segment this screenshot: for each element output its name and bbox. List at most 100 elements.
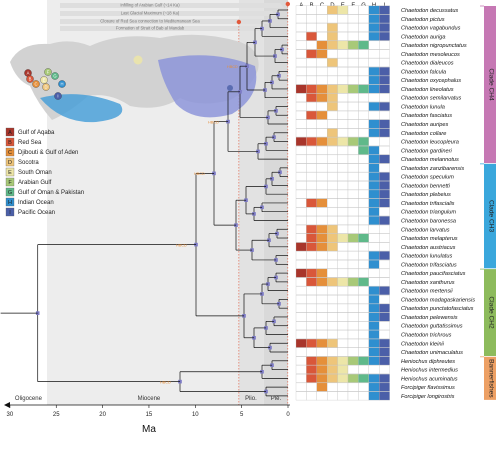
indian-ocean-region (40, 94, 123, 123)
matrix-cell (306, 330, 317, 339)
legend-code: E (8, 170, 12, 176)
legend-label: Indian Ocean (18, 200, 54, 206)
matrix-cell (327, 75, 338, 85)
matrix-cell (337, 286, 349, 295)
matrix-cell (337, 172, 349, 181)
matrix-cell (316, 312, 328, 322)
matrix-cell (295, 49, 307, 59)
species-label: Chaetodon dialeucos (401, 61, 454, 67)
species-label: Chaetodon kleinii (401, 341, 445, 347)
legend-code: G (8, 190, 12, 196)
matrix-cell (379, 5, 390, 15)
matrix-cell (316, 102, 328, 111)
clade-bar (484, 6, 496, 164)
matrix-cell (379, 198, 390, 208)
species-label: Chaetodon lunulatus (401, 254, 453, 260)
species-label: Chaetodon pelewensis (401, 315, 458, 321)
matrix-cell (337, 163, 349, 173)
matrix-cell (347, 251, 359, 260)
matrix-cell (337, 233, 349, 243)
matrix-cell (327, 154, 338, 164)
matrix-cell (337, 67, 349, 76)
species-label: Chaetodon plebeius (401, 192, 451, 198)
matrix-cell (295, 338, 307, 348)
region-patch (227, 85, 233, 91)
map-marker (26, 75, 34, 83)
time-axis: 30 25 20 15 10 5 0 Ma Oligocene Miocene Plio. Ple. (4, 396, 290, 435)
matrix-cell (368, 295, 380, 304)
matrix-cell (295, 365, 307, 374)
species-label: Chaetodon mesoleucos (401, 52, 460, 58)
matrix-cell (295, 84, 307, 94)
matrix-cell (337, 268, 349, 278)
matrix-cell (358, 189, 369, 199)
matrix-cell (327, 365, 338, 374)
matrix-cell (327, 110, 338, 120)
matrix-cell (316, 277, 328, 287)
matrix-cell (316, 145, 328, 155)
matrix-cell (337, 31, 349, 41)
species-label: Chaetodon guttatissimus (401, 324, 463, 330)
species-label: Heniochus acuminatus (401, 376, 458, 382)
matrix-cell (327, 224, 338, 234)
matrix-cell (379, 40, 390, 50)
matrix-cell (306, 84, 317, 94)
legend-label: Pacific Ocean (18, 210, 55, 216)
axis-tick-label: 15 (146, 412, 153, 418)
matrix-cell (358, 330, 369, 339)
matrix-cell (358, 110, 369, 120)
matrix-cell (337, 181, 349, 190)
matrix-cell (379, 286, 390, 295)
species-label: Chaetodon nigropunctatus (401, 43, 467, 49)
matrix-cell (368, 189, 380, 199)
matrix-cell (379, 268, 390, 278)
matrix-cell (295, 75, 307, 85)
matrix-cell (327, 93, 338, 103)
species-label: Chaetodon semilarvatus (401, 96, 462, 102)
matrix-cell (379, 31, 390, 41)
matrix-cell (379, 330, 390, 339)
matrix-cell (337, 5, 349, 15)
matrix-cell (337, 198, 349, 208)
matrix-cell (295, 181, 307, 190)
species-label: Chaetodon xanthurus (401, 280, 455, 286)
area-legend: A Gulf of Aqaba B Red Sea C Djibouti & Gulf o… (5, 127, 84, 216)
event-label: Closure of Red Sea connection to Mediter… (100, 19, 200, 24)
species-label: Chaetodon austriacus (401, 245, 456, 251)
matrix-cell (379, 303, 390, 313)
matrix-cell (327, 303, 338, 313)
matrix-cell (327, 181, 338, 190)
legend-swatch (5, 187, 15, 197)
matrix-cell (347, 277, 359, 287)
matrix-cell (379, 172, 390, 181)
matrix-cell (295, 189, 307, 199)
matrix-cell (358, 198, 369, 208)
matrix-cell (295, 216, 307, 225)
species-label: Chaetodon unimaculatus (401, 350, 463, 356)
matrix-cell (379, 189, 390, 199)
matrix-cell (327, 356, 338, 366)
matrix-cell (368, 110, 380, 120)
matrix-cell (368, 268, 380, 278)
legend-swatch (5, 177, 15, 187)
species-label: Chaetodon madagaskariensis (401, 297, 475, 303)
matrix-cell (306, 198, 317, 208)
matrix-cell (347, 321, 359, 331)
species-label: Chaetodon lunula (401, 104, 445, 110)
matrix-cell (316, 31, 328, 41)
axis-tick-label: 5 (240, 412, 244, 418)
matrix-cell (368, 321, 380, 331)
matrix-cell (347, 5, 359, 15)
matrix-cell (327, 251, 338, 260)
matrix-cell (295, 286, 307, 295)
matrix-cell (337, 102, 349, 111)
epoch-label: Oligocene (15, 396, 43, 402)
matrix-cell (306, 216, 317, 225)
matrix-cell (337, 40, 349, 50)
matrix-cell (327, 259, 338, 269)
matrix-cell (337, 189, 349, 199)
axis-tick-label: 20 (99, 412, 106, 418)
matrix-cell (358, 40, 369, 50)
matrix-cell (347, 356, 359, 366)
matrix-cell (337, 145, 349, 155)
